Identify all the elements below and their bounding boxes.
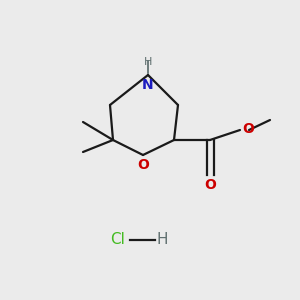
Text: H: H (156, 232, 168, 247)
Text: H: H (144, 57, 152, 67)
Text: O: O (242, 122, 254, 136)
Text: O: O (204, 178, 216, 192)
Text: N: N (142, 78, 154, 92)
Text: Cl: Cl (111, 232, 125, 247)
Text: O: O (137, 158, 149, 172)
